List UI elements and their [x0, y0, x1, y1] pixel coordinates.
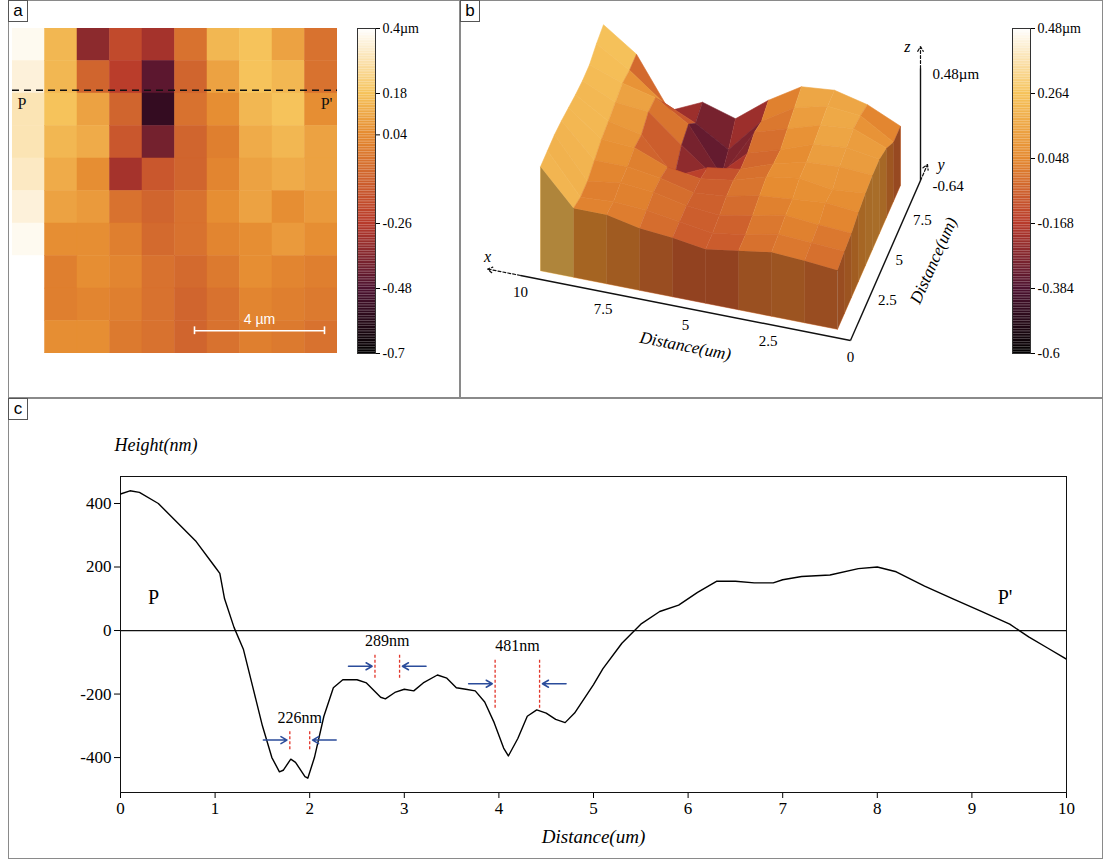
svg-text:5: 5 — [589, 799, 598, 818]
svg-text:-0.168: -0.168 — [1038, 216, 1074, 231]
svg-text:4 µm: 4 µm — [244, 311, 275, 327]
svg-text:5: 5 — [896, 252, 904, 268]
svg-text:-400: -400 — [80, 748, 111, 767]
svg-text:7.5: 7.5 — [913, 212, 932, 228]
svg-text:0.4µm: 0.4µm — [383, 21, 420, 36]
svg-text:0.48µm: 0.48µm — [1038, 21, 1082, 36]
svg-text:1: 1 — [211, 799, 220, 818]
svg-text:y: y — [936, 156, 946, 174]
svg-text:4: 4 — [495, 799, 504, 818]
svg-text:10: 10 — [1058, 799, 1075, 818]
svg-text:289nm: 289nm — [365, 632, 410, 649]
svg-text:6: 6 — [684, 799, 693, 818]
svg-text:-0.7: -0.7 — [383, 346, 405, 361]
svg-text:Distance(um): Distance(um) — [906, 214, 962, 307]
svg-text:-0.64: -0.64 — [933, 178, 965, 194]
svg-text:226nm: 226nm — [278, 709, 323, 726]
svg-text:-0.26: -0.26 — [383, 216, 412, 231]
svg-text:481nm: 481nm — [495, 637, 540, 654]
svg-text:2: 2 — [305, 799, 314, 818]
svg-text:8: 8 — [873, 799, 882, 818]
svg-text:Distance(um): Distance(um) — [541, 826, 645, 848]
html-text:b: b — [465, 1, 475, 20]
svg-text:400: 400 — [86, 494, 112, 513]
html-text:a: a — [13, 1, 23, 20]
svg-text:0.264: 0.264 — [1038, 86, 1070, 101]
svg-text:2.5: 2.5 — [759, 333, 778, 349]
svg-text:0: 0 — [103, 621, 112, 640]
svg-text:-0.384: -0.384 — [1038, 281, 1074, 296]
svg-text:0.18: 0.18 — [383, 86, 408, 101]
svg-text:x: x — [483, 248, 491, 265]
svg-text:5: 5 — [682, 317, 690, 333]
html-text:c: c — [13, 399, 23, 418]
svg-text:0.048: 0.048 — [1038, 151, 1070, 166]
svg-text:-0.48: -0.48 — [383, 281, 412, 296]
svg-text:-200: -200 — [80, 684, 111, 703]
svg-text:0: 0 — [847, 349, 855, 365]
svg-text:7: 7 — [778, 799, 787, 818]
svg-text:10: 10 — [513, 284, 528, 300]
svg-text:P': P' — [321, 95, 333, 112]
svg-text:-0.6: -0.6 — [1038, 346, 1060, 361]
svg-text:P': P' — [998, 586, 1013, 608]
svg-text:P: P — [148, 586, 159, 608]
svg-text:9: 9 — [968, 799, 977, 818]
svg-text:3: 3 — [400, 799, 409, 818]
svg-text:0: 0 — [116, 799, 125, 818]
svg-text:Distance(um): Distance(um) — [637, 328, 733, 365]
svg-text:0.04: 0.04 — [383, 127, 408, 142]
svg-text:Height(nm): Height(nm) — [114, 435, 198, 456]
svg-text:P: P — [18, 95, 27, 112]
svg-text:2.5: 2.5 — [878, 292, 897, 308]
svg-text:7.5: 7.5 — [594, 301, 613, 317]
svg-text:200: 200 — [86, 557, 112, 576]
svg-text:z: z — [903, 38, 911, 55]
svg-text:0.48µm: 0.48µm — [933, 66, 980, 82]
